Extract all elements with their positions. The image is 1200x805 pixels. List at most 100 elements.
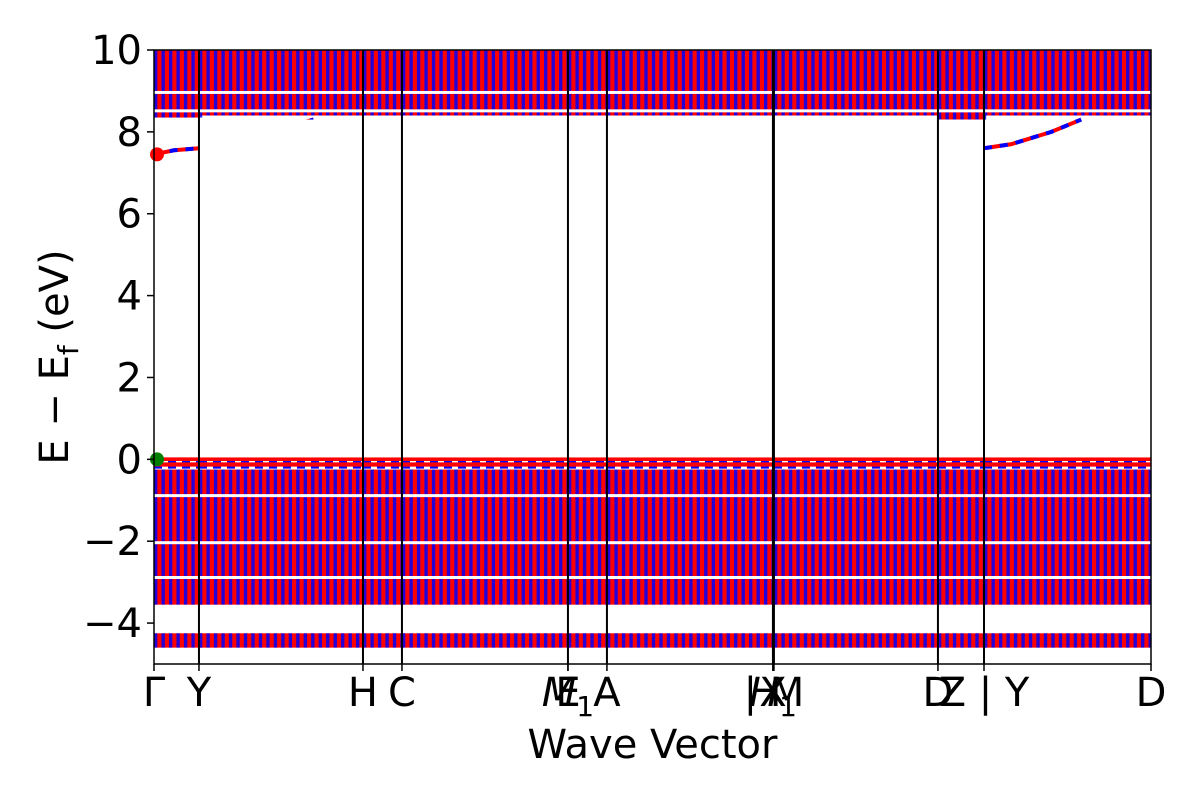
conduction-band-stripe bbox=[1051, 50, 1055, 116]
deep-band-stripe bbox=[711, 633, 715, 648]
conduction-band-stripe bbox=[597, 50, 602, 116]
conduction-band-stripe bbox=[575, 50, 579, 116]
conduction-band-stripe bbox=[446, 50, 451, 116]
deep-band-stripe bbox=[856, 633, 860, 648]
valence-band-stripe bbox=[1051, 469, 1055, 605]
conduction-band-stripe bbox=[984, 50, 988, 116]
band-gap-line bbox=[984, 541, 1151, 545]
conduction-band-stripe bbox=[916, 50, 920, 116]
valence-band-stripe bbox=[923, 469, 927, 605]
deep-band-stripe bbox=[719, 633, 723, 648]
conduction-band-stripe bbox=[937, 50, 942, 120]
conduction-band-stripe bbox=[841, 50, 845, 116]
deep-band-stripe bbox=[409, 633, 413, 648]
conduction-band-stripe bbox=[1141, 50, 1145, 116]
conduction-band-stripe bbox=[198, 50, 203, 116]
conduction-band-stripe bbox=[689, 50, 693, 116]
conduction-band-stripe bbox=[773, 50, 778, 116]
deep-band-stripe bbox=[826, 633, 830, 648]
valence-band-stripe bbox=[401, 469, 406, 605]
conduction-band-stripe bbox=[1096, 50, 1100, 116]
valence-band-stripe bbox=[296, 469, 300, 605]
valence-band-stripe bbox=[529, 469, 533, 605]
valence-band-stripe bbox=[521, 469, 525, 605]
deep-band-stripe bbox=[1103, 633, 1108, 648]
deep-band-stripe bbox=[281, 633, 285, 648]
deep-band-stripe bbox=[967, 633, 972, 648]
deep-band-stripe bbox=[243, 633, 248, 648]
conduction-band-stripe bbox=[213, 50, 218, 116]
valence-band-stripe bbox=[1126, 469, 1130, 605]
conduction-band-stripe bbox=[893, 50, 897, 116]
band-gap-line bbox=[606, 541, 773, 545]
deep-band-stripe bbox=[176, 633, 180, 648]
deep-band-stripe bbox=[206, 633, 210, 648]
conduction-band-stripe bbox=[796, 50, 800, 116]
valence-band-stripe bbox=[1133, 469, 1137, 605]
conduction-band-stripe bbox=[228, 50, 233, 116]
deep-band-stripe bbox=[945, 633, 949, 648]
band-gap-line bbox=[401, 90, 568, 94]
deep-band-stripe bbox=[1081, 633, 1085, 648]
deep-band-stripe bbox=[984, 633, 988, 648]
conduction-band-stripe bbox=[788, 50, 793, 116]
deep-band-stripe bbox=[651, 633, 656, 648]
y-axis-title: E − Ef (eV) bbox=[32, 249, 85, 464]
band-gap-line bbox=[401, 541, 568, 545]
valence-band-stripe bbox=[1081, 469, 1085, 605]
valence-band-stripe bbox=[1006, 469, 1010, 605]
conduction-band-stripe bbox=[923, 50, 927, 116]
conduction-band-stripe bbox=[362, 50, 367, 116]
deep-band-stripe bbox=[161, 633, 165, 648]
valence-band-stripe bbox=[439, 469, 443, 605]
valence-band-stripe bbox=[1028, 469, 1033, 605]
valence-band-stripe bbox=[597, 469, 602, 605]
valence-band-stripe bbox=[409, 469, 413, 605]
deep-band-stripe bbox=[288, 633, 293, 648]
deep-band-stripe bbox=[551, 633, 555, 648]
conduction-band-stripe bbox=[621, 50, 626, 116]
conduction-band-stripe bbox=[952, 50, 957, 120]
deep-band-stripe bbox=[916, 633, 920, 648]
conduction-band-stripe bbox=[741, 50, 745, 116]
valence-band-stripe bbox=[704, 469, 708, 605]
valence-band-stripe bbox=[281, 469, 285, 605]
conduction-band-stripe bbox=[348, 50, 352, 116]
conduction-band-stripe bbox=[975, 50, 979, 120]
band-gap-line bbox=[362, 541, 402, 545]
conduction-band-stripe bbox=[636, 50, 641, 116]
deep-band-stripe bbox=[154, 633, 158, 648]
deep-band-stripe bbox=[1073, 633, 1078, 648]
valence-band-stripe bbox=[303, 469, 308, 605]
valence-band-stripe bbox=[191, 469, 195, 605]
conduction-band-stripe bbox=[392, 50, 397, 116]
y-tick-label: 10 bbox=[91, 28, 142, 74]
conduction-band-stripe bbox=[273, 50, 278, 116]
conduction-band-stripe bbox=[461, 50, 466, 116]
band-gap-line bbox=[984, 90, 1151, 94]
conduction-band-stripe bbox=[1006, 50, 1010, 116]
deep-band-stripe bbox=[998, 633, 1003, 648]
deep-band-stripe bbox=[446, 633, 451, 648]
valence-band-stripe bbox=[796, 469, 800, 605]
deep-band-stripe bbox=[469, 633, 473, 648]
conduction-band-stripe bbox=[833, 50, 838, 116]
valence-band-stripe bbox=[348, 469, 352, 605]
conduction-band-stripe bbox=[161, 50, 165, 118]
conduction-band-stripe bbox=[967, 50, 972, 120]
conduction-band-stripe bbox=[1111, 50, 1115, 116]
valence-band-stripe bbox=[355, 469, 360, 605]
band-gap-line bbox=[937, 109, 985, 113]
conduction-band-stripe bbox=[1088, 50, 1093, 116]
conduction-band-stripe bbox=[734, 50, 738, 116]
valence-band-stripe bbox=[908, 469, 912, 605]
conduction-band-stripe bbox=[908, 50, 912, 116]
deep-band-stripe bbox=[741, 633, 745, 648]
valence-band-stripe bbox=[484, 469, 488, 605]
conduction-band-stripe bbox=[469, 50, 473, 116]
deep-band-stripe bbox=[763, 633, 768, 648]
conduction-band-stripe bbox=[749, 50, 753, 116]
conduction-band-stripe bbox=[154, 50, 158, 118]
valence-band-stripe bbox=[756, 469, 760, 605]
conduction-band-stripe bbox=[221, 50, 225, 116]
